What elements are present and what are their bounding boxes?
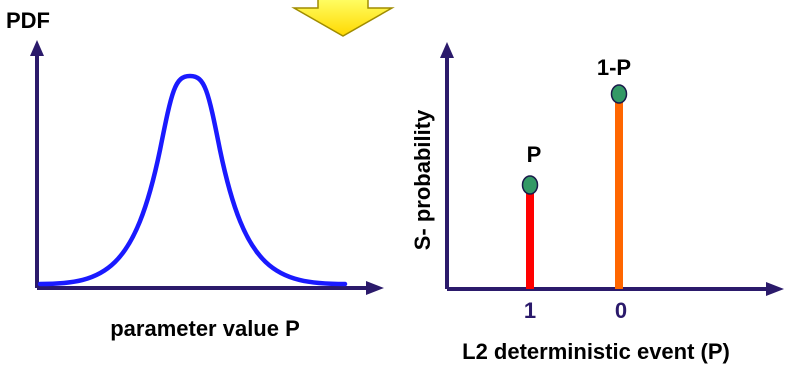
bar-p-label: P [527,142,542,167]
pdf-y-label: PDF [6,8,50,33]
prob-x-label: L2 deterministic event (P) [462,339,730,364]
prob-x-axis-arrowhead [766,282,784,296]
prob-y-label: S- probability [410,109,435,250]
bar-1-minus-p-label: 1-P [597,55,631,80]
pdf-x-axis-arrowhead [366,281,384,295]
bar-1-minus-p-marker [610,84,628,104]
down-arrow-icon [291,0,395,37]
pdf-panel: PDF parameter value P [6,8,384,341]
probability-panel: P 1-P 1 0 S- probability L2 deterministi… [410,42,784,364]
prob-y-axis-arrowhead [440,42,454,58]
pdf-x-label: parameter value P [110,316,300,341]
pdf-y-axis-arrowhead [30,40,44,56]
bar-p-marker [521,175,539,195]
pdf-bell-curve [37,73,348,287]
tick-label-1: 1 [524,298,536,323]
tick-label-0: 0 [615,298,627,323]
